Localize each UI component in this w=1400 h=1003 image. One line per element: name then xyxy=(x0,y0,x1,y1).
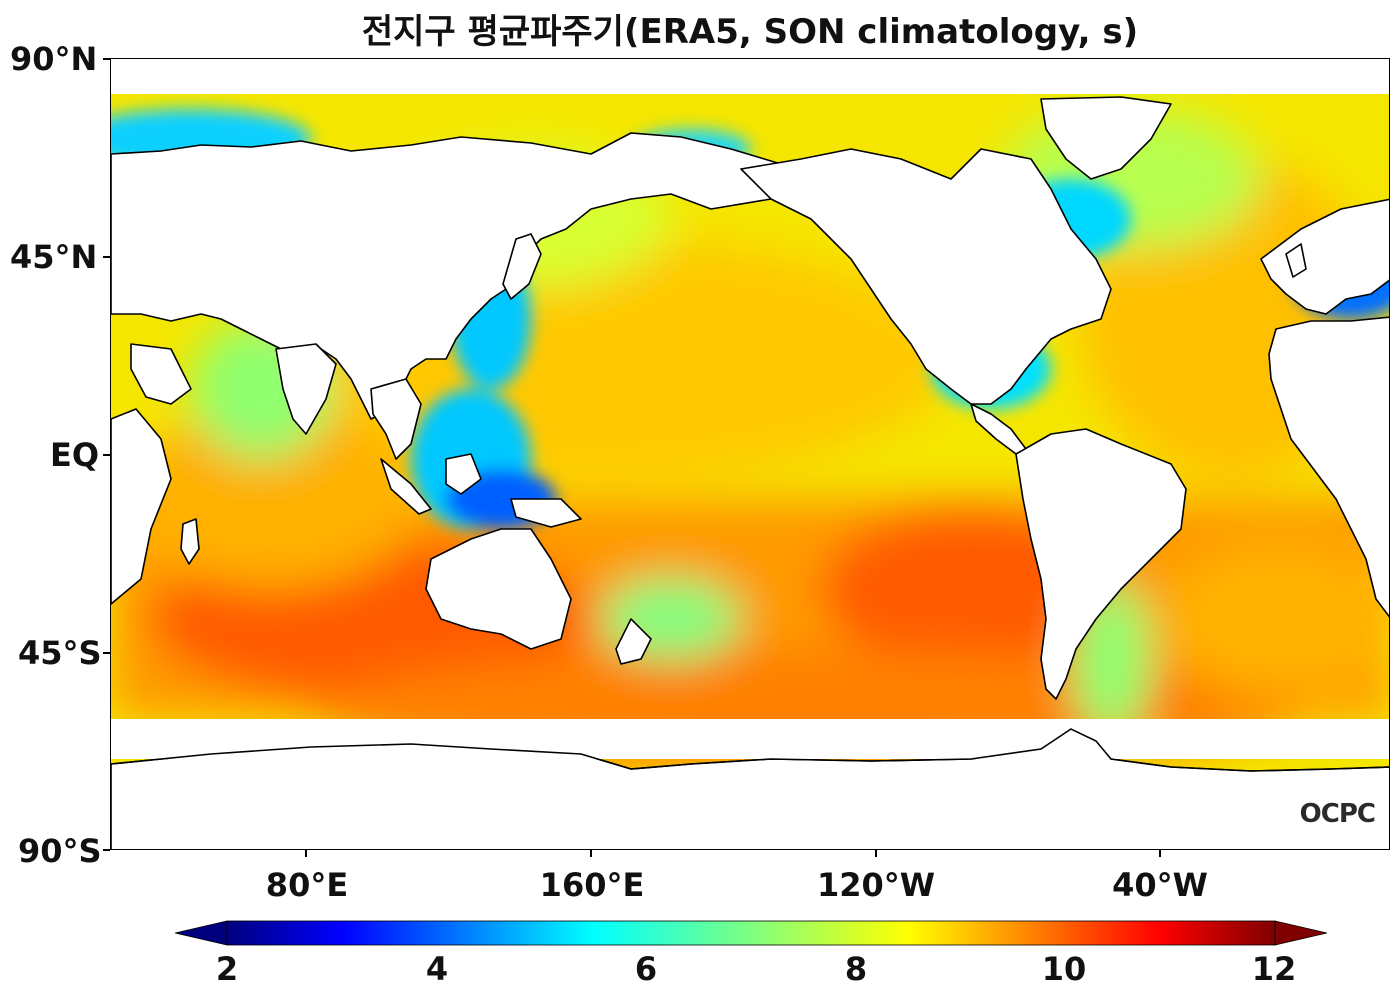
australia xyxy=(425,528,572,650)
x-tick xyxy=(590,850,592,857)
colorbar-label-4: 4 xyxy=(425,950,449,988)
new-zealand xyxy=(615,618,652,665)
colorbar-label-8: 8 xyxy=(844,950,868,988)
y-label-45n: 45°N xyxy=(10,238,98,276)
y-tick xyxy=(103,58,110,60)
sumatra xyxy=(380,458,432,515)
india xyxy=(275,343,337,435)
y-tick xyxy=(103,454,110,456)
x-label-120w: 120°W xyxy=(816,866,936,904)
colorbar-label-10: 10 xyxy=(1041,950,1087,988)
antarctica-coastline xyxy=(111,728,1389,772)
map-panel: OCPC xyxy=(110,58,1390,850)
x-label-40w: 40°W xyxy=(1112,866,1208,904)
arabia xyxy=(130,343,192,405)
y-label-90s: 90°S xyxy=(18,832,102,870)
north-america xyxy=(740,148,1112,405)
x-label-80e: 80°E xyxy=(265,866,349,904)
x-tick xyxy=(875,850,877,857)
borneo xyxy=(445,453,482,495)
y-tick xyxy=(103,256,110,258)
map-title: 전지구 평균파주기(ERA5, SON climatology, s) xyxy=(361,12,1139,52)
x-tick xyxy=(1159,850,1161,857)
south-america xyxy=(1015,428,1187,700)
colorbar-label-6: 6 xyxy=(634,950,658,988)
colorbar-label-12: 12 xyxy=(1251,950,1297,988)
colorbar-max-extend xyxy=(1274,920,1327,946)
y-label-90n: 90°N xyxy=(10,40,98,78)
x-tick xyxy=(305,850,307,857)
indochina xyxy=(370,378,422,460)
greenland xyxy=(1040,96,1172,180)
madagascar xyxy=(180,518,200,565)
x-label-160e: 160°E xyxy=(539,866,645,904)
europe xyxy=(1260,198,1389,315)
y-tick xyxy=(103,849,110,851)
wave-period-map xyxy=(111,59,1389,849)
colorbar-gradient xyxy=(226,920,1276,946)
africa xyxy=(111,408,172,605)
ocpc-logo: OCPC xyxy=(1299,799,1376,829)
y-label-eq: EQ xyxy=(50,436,100,474)
new-guinea xyxy=(510,498,582,528)
british-isles xyxy=(1285,243,1307,278)
colorbar xyxy=(175,920,1327,946)
no-data-mask xyxy=(111,59,1389,759)
y-label-45s: 45°S xyxy=(18,634,102,672)
y-tick xyxy=(103,652,110,654)
colorbar-label-2: 2 xyxy=(215,950,239,988)
africa-west xyxy=(1268,316,1389,618)
japan xyxy=(502,233,542,300)
colorbar-min-extend xyxy=(175,920,228,946)
